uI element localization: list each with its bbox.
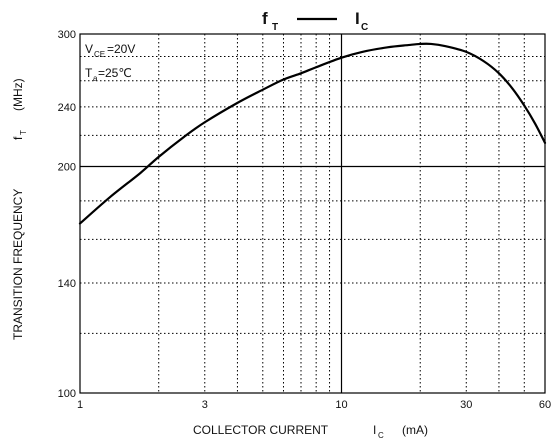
condition-ta-sub: a xyxy=(93,74,98,83)
x-axis-title: COLLECTOR CURRENT I C (mA) xyxy=(193,423,428,440)
x-axis-label-text: COLLECTOR CURRENT xyxy=(193,423,329,437)
condition-vce-sub: CE xyxy=(94,50,105,59)
series-line-ft-vs-ic xyxy=(78,42,547,225)
condition-vce-value: =20V xyxy=(107,42,135,56)
y-axis-label-text: TRANSITION FREQUENCY xyxy=(11,189,25,340)
x-axis-label-sub: C xyxy=(378,431,384,440)
y-axis-title: TRANSITION FREQUENCY f T (MHz) xyxy=(11,78,28,340)
y-tick-label: 140 xyxy=(58,278,76,290)
y-tick-label: 240 xyxy=(58,102,76,114)
condition-ta-symbol: T xyxy=(85,66,93,80)
x-tick-labels: 1 3 10 30 60 xyxy=(77,399,551,411)
test-conditions: V CE =20V T a =25℃ xyxy=(85,42,135,83)
condition-vce-symbol: V xyxy=(85,42,93,56)
y-axis-label-sub: T xyxy=(19,130,28,135)
x-tick-label: 60 xyxy=(539,399,551,411)
grid xyxy=(80,34,545,393)
x-tick-label: 3 xyxy=(202,399,208,411)
y-tick-label: 100 xyxy=(58,388,76,400)
title-left-symbol: f xyxy=(262,9,268,28)
y-axis-label-symbol: f xyxy=(11,136,25,140)
y-tick-label: 200 xyxy=(58,161,76,173)
condition-ta-value: =25℃ xyxy=(98,66,132,80)
x-tick-label: 10 xyxy=(335,399,347,411)
plot-frame xyxy=(79,33,546,394)
x-axis-label-symbol: I xyxy=(373,423,376,437)
title-left-sub: T xyxy=(272,22,278,33)
title-right-sub: C xyxy=(361,22,368,33)
y-tick-label: 300 xyxy=(58,29,76,41)
y-axis-label-unit: (MHz) xyxy=(11,78,25,111)
x-tick-label: 30 xyxy=(460,399,472,411)
x-tick-label: 1 xyxy=(77,399,83,411)
chart-title: f T I C xyxy=(262,9,368,33)
title-right-symbol: I xyxy=(355,9,360,28)
y-tick-labels: 100 140 200 240 300 xyxy=(58,29,76,400)
x-axis-label-unit: (mA) xyxy=(402,423,428,437)
